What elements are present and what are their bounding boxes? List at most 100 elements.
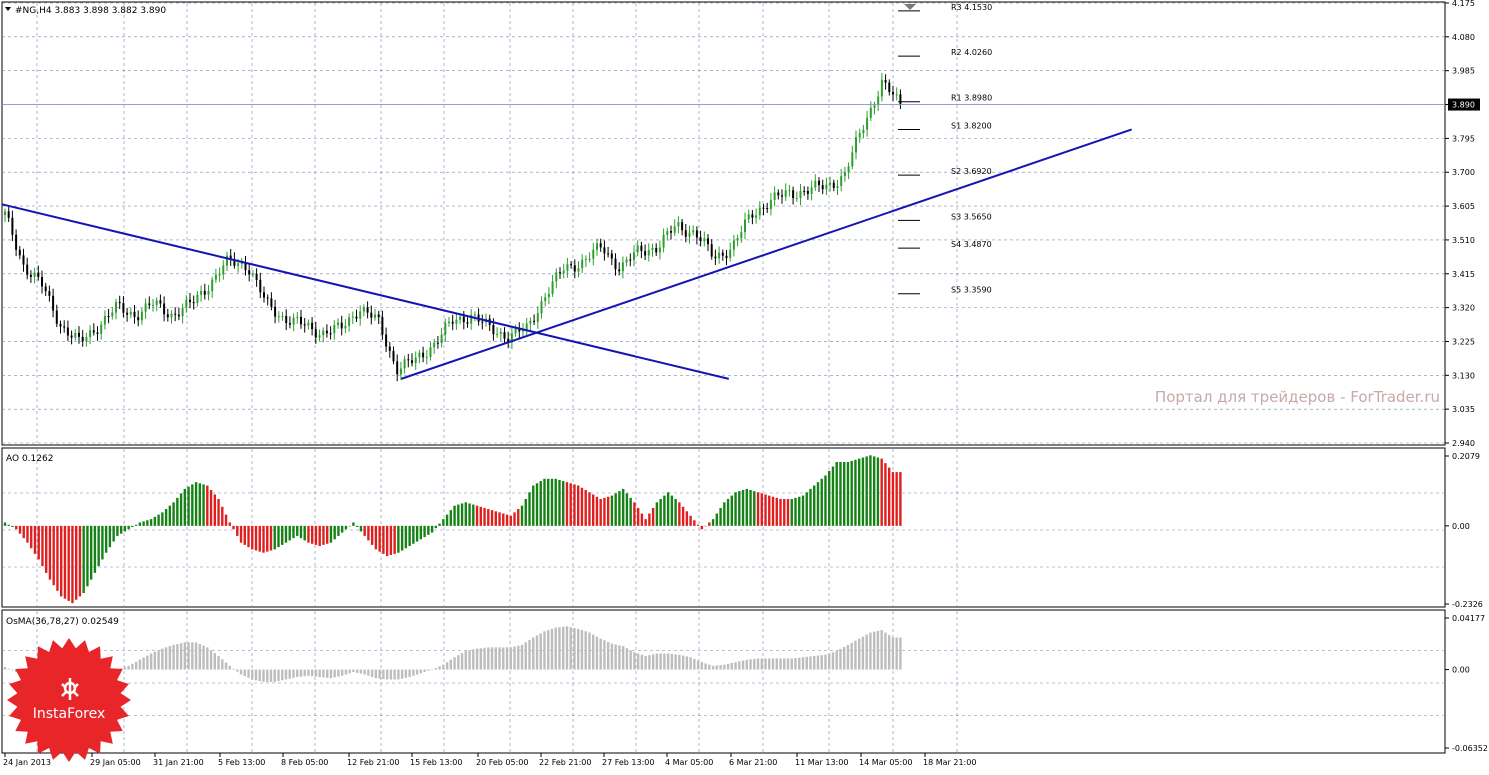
histogram-bar	[745, 488, 748, 526]
candle-body	[7, 211, 10, 218]
histogram-bar	[153, 516, 157, 526]
candle-body	[762, 207, 765, 209]
candle-body	[78, 332, 80, 337]
candle-body	[159, 300, 162, 304]
histogram-bar	[760, 658, 763, 670]
histogram-bar	[370, 669, 374, 677]
time-tick-label: 22 Feb 21:00	[539, 758, 591, 767]
candle-body	[466, 322, 469, 324]
histogram-bar	[284, 525, 288, 543]
histogram-bar	[22, 525, 25, 539]
candle-body	[732, 240, 735, 250]
histogram-bar	[325, 669, 329, 678]
histogram-bar	[359, 669, 363, 674]
histogram-bar	[547, 630, 550, 670]
candle-body	[55, 310, 58, 324]
histogram-bar	[584, 631, 587, 670]
trendline	[400, 128, 1133, 380]
candle-body	[507, 338, 510, 343]
histogram-bar	[457, 504, 460, 526]
histogram-bar	[273, 525, 276, 550]
histogram-bar	[899, 472, 902, 526]
histogram-bar	[430, 669, 434, 671]
candle-body	[607, 253, 610, 255]
histogram-bar	[835, 462, 838, 526]
candle-body	[33, 272, 36, 277]
histogram-bar	[651, 654, 655, 670]
histogram-bar	[359, 525, 363, 532]
histogram-bar	[194, 642, 198, 670]
histogram-bar	[644, 519, 647, 526]
histogram-bar	[236, 525, 239, 536]
candle-body	[540, 301, 543, 314]
histogram-bar	[348, 669, 351, 674]
candle-body	[96, 332, 99, 334]
candle-body	[314, 329, 317, 338]
candle-body	[192, 302, 195, 304]
histogram-bar	[483, 647, 486, 670]
histogram-bar	[281, 525, 284, 545]
candle-body	[836, 186, 839, 188]
osma-indicator-label: OsMA(36,78,27) 0.02549	[6, 617, 119, 627]
histogram-bar	[232, 525, 235, 530]
histogram-bar	[580, 487, 584, 526]
histogram-bar	[756, 658, 760, 670]
histogram-bar	[887, 635, 891, 670]
histogram-bar	[30, 525, 33, 549]
candle-body	[492, 324, 495, 335]
histogram-bar	[528, 639, 531, 670]
histogram-bar	[689, 657, 692, 670]
histogram-bar	[621, 488, 625, 526]
histogram-bar	[311, 525, 314, 544]
histogram-bar	[648, 513, 651, 526]
chevron-down-icon[interactable]	[5, 7, 11, 11]
histogram-bar	[7, 668, 10, 670]
histogram-bar	[813, 485, 816, 526]
instaforex-logo: InstaForex	[7, 638, 131, 762]
histogram-bar	[625, 648, 629, 670]
candle-body	[237, 263, 240, 266]
histogram-bar	[202, 484, 205, 526]
candle-body	[303, 324, 306, 326]
histogram-bar	[876, 457, 880, 526]
candle-body	[385, 334, 388, 347]
candle-body	[362, 307, 365, 312]
candle-body	[129, 311, 132, 315]
candle-body	[496, 333, 499, 335]
candle-body	[374, 314, 376, 318]
histogram-bar	[138, 659, 142, 670]
histogram-bar	[112, 525, 115, 542]
candle-body	[544, 297, 547, 302]
histogram-bar	[337, 525, 340, 536]
histogram-bar	[393, 669, 396, 680]
histogram-bar	[146, 655, 149, 670]
current-price-label: 3.890	[1452, 101, 1475, 110]
candle-body	[44, 286, 47, 292]
candle-body	[559, 272, 561, 274]
histogram-bar	[179, 643, 183, 670]
histogram-bar	[696, 524, 700, 526]
histogram-bar	[307, 525, 310, 543]
histogram-bar	[430, 525, 434, 533]
candle-body	[166, 314, 169, 318]
chart-shift-icon[interactable]	[904, 4, 916, 10]
histogram-bar	[532, 485, 535, 526]
time-tick-label: 5 Feb 13:00	[218, 758, 265, 767]
candle-body	[248, 270, 251, 275]
histogram-bar	[284, 669, 288, 680]
histogram-bar	[554, 478, 557, 526]
histogram-bar	[318, 525, 321, 547]
histogram-bar	[768, 658, 771, 670]
current-price-marker: 3.890	[2, 98, 1480, 111]
candle-body	[581, 259, 584, 269]
trendlines[interactable]	[1, 128, 1133, 380]
histogram-bar	[176, 644, 179, 670]
histogram-bar	[550, 478, 554, 526]
histogram-bar	[179, 493, 183, 526]
histogram-bar	[704, 663, 707, 670]
candle-body	[573, 265, 576, 272]
candle-body	[174, 313, 177, 315]
osma-axis-labels: 0.04177 0.00 -0.06352	[1445, 614, 1488, 753]
symbol-info: #NG,H4 3.883 3.898 3.882 3.890	[5, 6, 166, 16]
